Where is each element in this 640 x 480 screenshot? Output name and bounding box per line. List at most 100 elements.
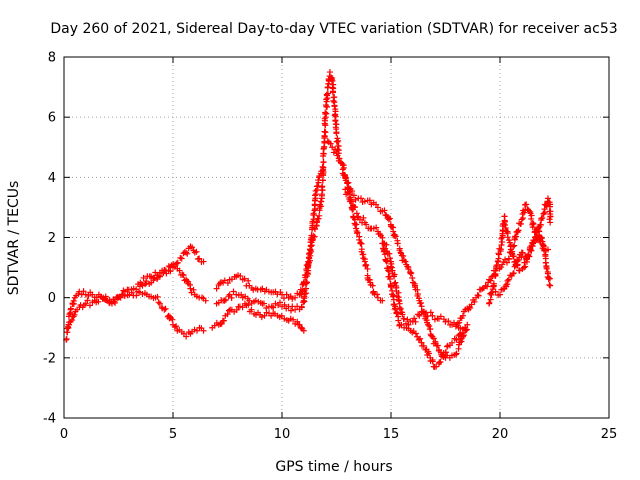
data-marker-fill	[289, 295, 296, 302]
data-marker-fill	[353, 210, 360, 217]
data-point	[385, 216, 392, 223]
data-marker-fill	[270, 304, 277, 311]
data-marker-fill	[312, 191, 319, 198]
data-point	[161, 306, 168, 313]
data-marker-fill	[324, 90, 331, 97]
data-marker-fill	[432, 338, 439, 345]
data-marker-fill	[525, 251, 532, 258]
data-marker-fill	[321, 128, 328, 135]
data-marker-fill	[492, 272, 499, 279]
data-marker-fill	[504, 281, 511, 288]
y-tick-label: 0	[48, 291, 56, 306]
data-point	[523, 201, 530, 208]
series-track-n	[492, 195, 554, 299]
data-point	[464, 321, 471, 328]
data-marker-fill	[506, 255, 513, 262]
data-marker-fill	[541, 247, 548, 254]
data-marker-fill	[298, 290, 305, 297]
data-point	[459, 312, 466, 319]
axis-ticks: 0 5 10 15 20 25 -4 -2 0 2 4 6 8	[43, 51, 617, 443]
data-marker-fill	[307, 246, 314, 253]
data-marker-fill	[493, 262, 500, 269]
data-marker-fill	[167, 268, 174, 275]
data-marker-fill	[386, 273, 393, 280]
data-marker-fill	[386, 215, 393, 222]
data-point	[442, 318, 449, 325]
data-marker-fill	[488, 289, 495, 296]
data-marker-fill	[323, 91, 330, 98]
data-marker-fill	[400, 253, 407, 260]
data-point	[183, 249, 190, 256]
data-marker-fill	[547, 213, 554, 220]
data-point	[281, 315, 288, 322]
data-marker-fill	[221, 297, 228, 304]
data-marker-fill	[332, 146, 339, 153]
data-marker-fill	[302, 272, 309, 279]
data-point	[453, 336, 460, 343]
data-marker-fill	[503, 259, 510, 266]
data-marker-fill	[499, 230, 506, 237]
data-marker-fill	[497, 246, 504, 253]
data-point	[213, 285, 220, 292]
data-point	[425, 321, 432, 328]
data-marker-fill	[155, 299, 162, 306]
data-point	[429, 312, 436, 319]
data-marker-fill	[383, 241, 390, 248]
data-marker-fill	[515, 227, 522, 234]
data-marker-fill	[189, 244, 196, 251]
data-marker-fill	[162, 267, 169, 274]
data-marker-fill	[442, 349, 449, 356]
series-track-c	[137, 263, 209, 304]
series-track-k	[379, 240, 469, 370]
data-marker-fill	[183, 333, 190, 340]
data-marker-fill	[546, 275, 553, 282]
data-point	[407, 270, 414, 277]
data-marker-fill	[67, 305, 74, 312]
data-marker-fill	[283, 291, 290, 298]
data-marker-fill	[80, 288, 87, 295]
data-marker-fill	[303, 262, 310, 269]
data-marker-fill	[417, 300, 424, 307]
data-marker-fill	[374, 291, 381, 298]
data-point	[344, 180, 351, 187]
data-marker-fill	[311, 233, 318, 240]
data-marker-fill	[437, 313, 444, 320]
data-marker-fill	[543, 265, 550, 272]
data-marker-fill	[224, 280, 231, 287]
data-marker-fill	[320, 158, 327, 165]
data-point	[200, 258, 207, 265]
data-point	[361, 198, 368, 205]
data-marker-fill	[218, 320, 225, 327]
data-marker-fill	[486, 299, 493, 306]
data-marker-fill	[388, 264, 395, 271]
data-point	[187, 285, 194, 292]
data-marker-fill	[324, 103, 331, 110]
x-tick-label: 5	[169, 427, 177, 442]
series-track-g	[296, 69, 342, 298]
data-point	[300, 327, 307, 334]
data-point	[226, 291, 233, 298]
data-marker-fill	[230, 288, 237, 295]
y-tick-label: 2	[48, 231, 56, 246]
data-marker-fill	[224, 311, 231, 318]
data-marker-fill	[475, 292, 482, 299]
data-marker-fill	[414, 291, 421, 298]
data-marker-fill	[391, 232, 398, 239]
data-point	[479, 285, 486, 292]
data-point	[342, 186, 349, 193]
data-marker-fill	[301, 278, 308, 285]
chart-title: Day 260 of 2021, Sidereal Day-to-day VTE…	[50, 21, 617, 37]
data-marker-fill	[488, 273, 495, 280]
data-marker-fill	[380, 248, 387, 255]
data-marker-fill	[541, 209, 548, 216]
data-marker-fill	[260, 300, 267, 307]
data-marker-fill	[184, 278, 191, 285]
data-marker-fill	[220, 317, 227, 324]
data-marker-fill	[528, 247, 535, 254]
data-marker-fill	[245, 277, 252, 284]
data-point	[547, 282, 554, 289]
data-marker-fill	[340, 164, 347, 171]
data-marker-fill	[362, 262, 369, 269]
